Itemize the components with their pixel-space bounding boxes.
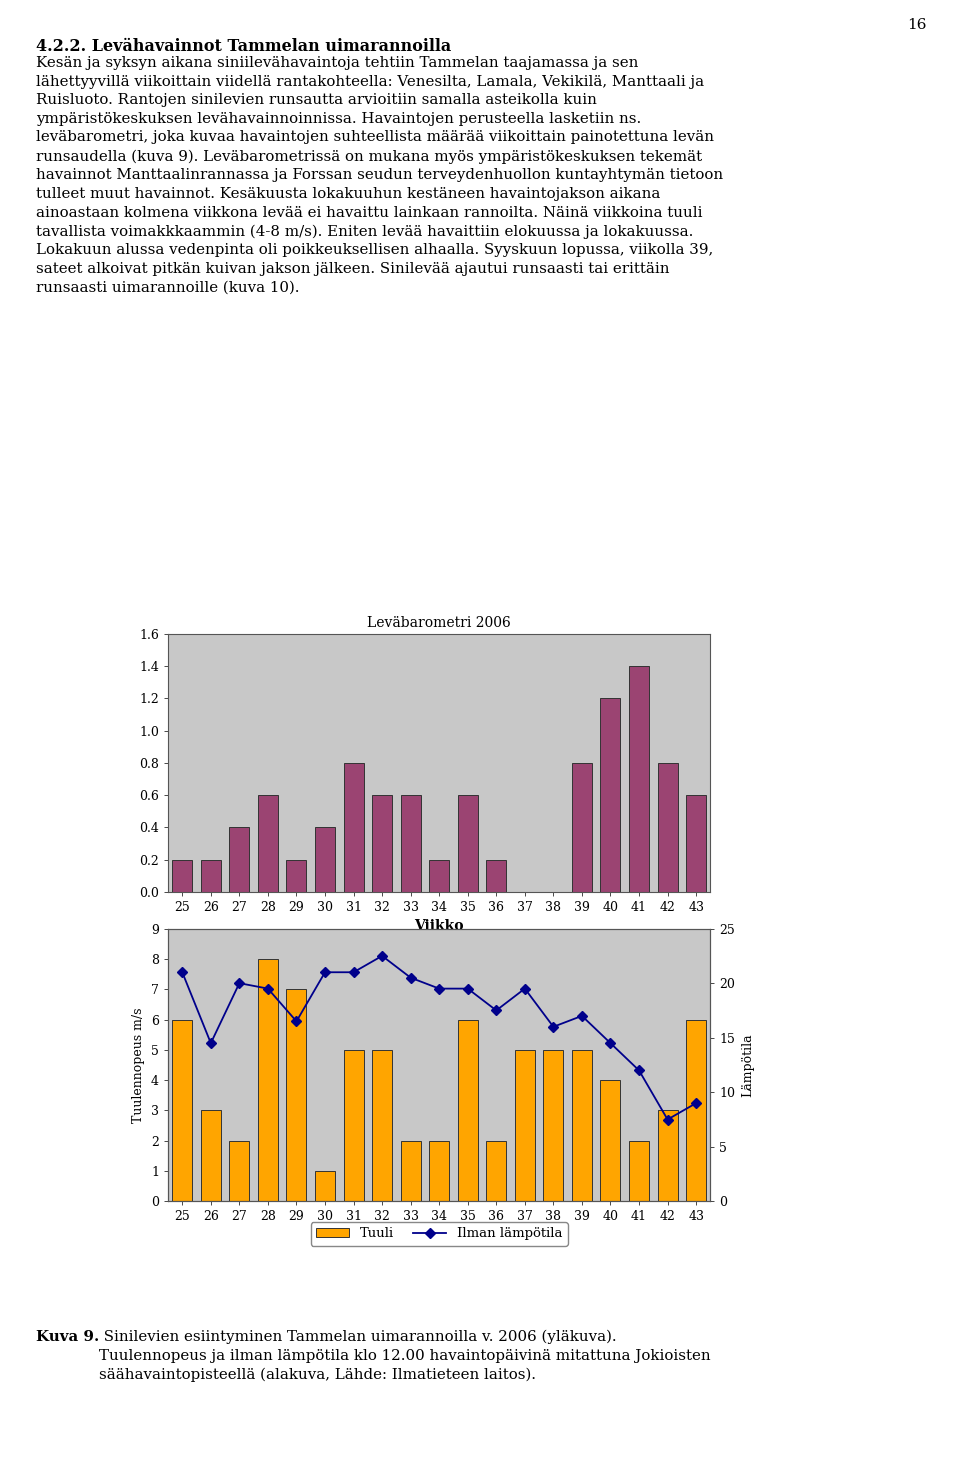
Bar [429,859,449,892]
Bar [315,827,335,892]
Bar [572,1049,592,1201]
Ilman lämpötila [491,1002,502,1020]
Bar [629,666,649,892]
Y-axis label: Tuulennopeus m/s: Tuulennopeus m/s [132,1007,145,1123]
Bar [372,1049,392,1201]
Ilman lämpötila [433,980,444,998]
Ilman lämpötila [661,1111,673,1129]
Bar [458,1020,478,1201]
Ilman lämpötila [634,1061,645,1079]
Bar [172,1020,192,1201]
Bar [201,859,221,892]
Bar [629,1141,649,1201]
Bar [601,1080,620,1201]
Bar [686,794,707,892]
Ilman lämpötila [690,1094,702,1111]
Title: Leväbarometri 2006: Leväbarometri 2006 [368,616,511,629]
Ilman lämpötila [348,964,359,982]
Bar [372,794,392,892]
Bar [686,1020,707,1201]
Bar [400,794,420,892]
Bar [543,1049,564,1201]
Text: 16: 16 [907,19,926,32]
Bar [344,1049,364,1201]
Bar [258,794,277,892]
Bar [487,859,506,892]
Ilman lämpötila [376,948,388,965]
Bar [487,1141,506,1201]
Ilman lämpötila [547,1019,559,1036]
Bar [458,794,478,892]
Ilman lämpötila [177,964,188,982]
Text: Kesän ja syksyn aikana siniilevähavaintoja tehtiin Tammelan taajamassa ja sen
lä: Kesän ja syksyn aikana siniilevähavainto… [36,56,724,295]
X-axis label: Viikko: Viikko [415,920,464,933]
Bar [229,1141,250,1201]
Bar [258,960,277,1201]
Line: Ilman lämpötila: Ilman lämpötila [179,952,700,1123]
Y-axis label: Lämpötila: Lämpötila [741,1033,754,1097]
Ilman lämpötila [291,1013,302,1030]
Bar [658,764,678,892]
Text: Sinilevien esiintyminen Tammelan uimarannoilla v. 2006 (yläkuva).
Tuulennopeus j: Sinilevien esiintyminen Tammelan uimaran… [99,1330,710,1381]
Bar [344,764,364,892]
Ilman lämpötila [462,980,473,998]
Bar [572,764,592,892]
X-axis label: Viikko: Viikko [415,1229,464,1243]
Text: 4.2.2. Levähavainnot Tammelan uimarannoilla: 4.2.2. Levähavainnot Tammelan uimarannoi… [36,38,452,56]
Bar [229,827,250,892]
Text: Kuva 9.: Kuva 9. [36,1330,100,1343]
Ilman lämpötila [576,1007,588,1024]
Ilman lämpötila [519,980,531,998]
Bar [601,699,620,892]
Bar [172,859,192,892]
Ilman lämpötila [233,974,245,992]
Bar [286,989,306,1201]
Ilman lämpötila [205,1035,217,1052]
Ilman lämpötila [262,980,274,998]
Ilman lämpötila [605,1035,616,1052]
Bar [286,859,306,892]
Ilman lämpötila [320,964,331,982]
Bar [515,1049,535,1201]
Bar [201,1110,221,1201]
Bar [429,1141,449,1201]
Bar [400,1141,420,1201]
Bar [658,1110,678,1201]
Legend: Tuuli, Ilman lämpötila: Tuuli, Ilman lämpötila [311,1222,567,1246]
Bar [315,1170,335,1201]
Ilman lämpötila [405,968,417,986]
